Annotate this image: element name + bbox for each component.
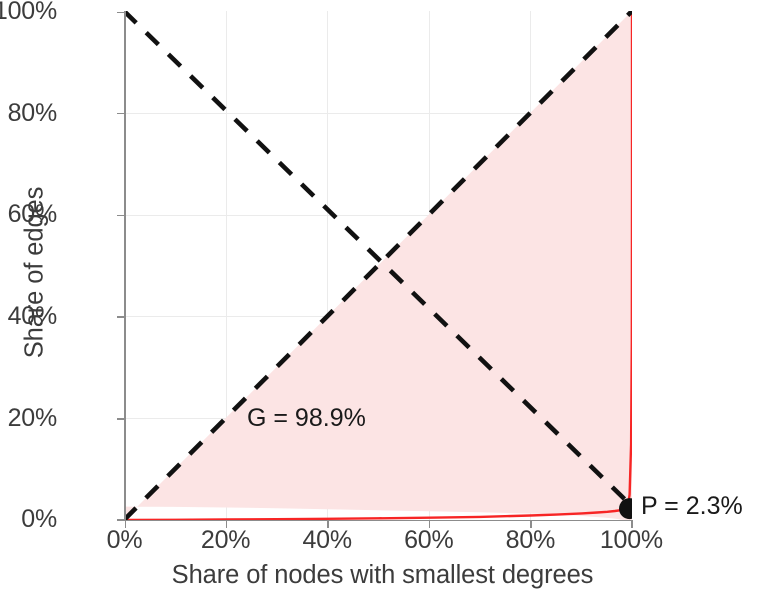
x-tick-label-20: 20% [200,526,251,554]
y-tick-80 [117,112,125,115]
y-tick-60 [117,214,125,216]
x-tick-80 [530,520,532,528]
y-tick-40 [117,316,125,318]
x-tick-label-100: 100% [599,526,663,554]
gridline-x-20 [225,11,227,520]
x-axis-title: Share of nodes with smallest degrees [171,561,594,589]
y-tick-label-40: 40% [7,302,58,330]
y-tick-0 [117,519,125,521]
x-axis-line [124,519,633,522]
x-tick-label-40: 40% [302,526,352,554]
pietra-line [124,11,632,510]
x-tick-label-0: 0% [106,526,143,554]
y-tick-100 [117,11,125,13]
y-tick-label-60: 60% [7,200,58,228]
pietra-annotation: P = 2.3% [641,492,743,520]
gini-annotation: G = 98.9% [247,404,366,432]
x-tick-100 [631,520,633,528]
y-tick-label-0: 0% [21,505,57,533]
equality-line [124,11,632,520]
x-tick-20 [225,520,227,528]
x-tick-40 [327,520,329,528]
lorenz-curve [124,11,632,520]
y-axis-line [124,11,126,521]
x-tick-60 [428,520,431,528]
y-tick-label-20: 20% [7,404,58,432]
y-tick-20 [117,418,125,420]
x-tick-label-80: 80% [505,526,556,554]
y-axis-title: Share of edges [20,186,49,359]
y-tick-label-100: 100% [0,0,57,25]
gridline-y-60 [124,214,632,216]
x-tick-label-60: 60% [404,526,454,554]
gridline-y-80 [124,112,632,114]
gridline-x-40 [327,11,329,520]
pietra-point-marker [619,498,632,520]
y-tick-label-80: 80% [7,99,58,127]
x-tick-0 [124,520,126,528]
